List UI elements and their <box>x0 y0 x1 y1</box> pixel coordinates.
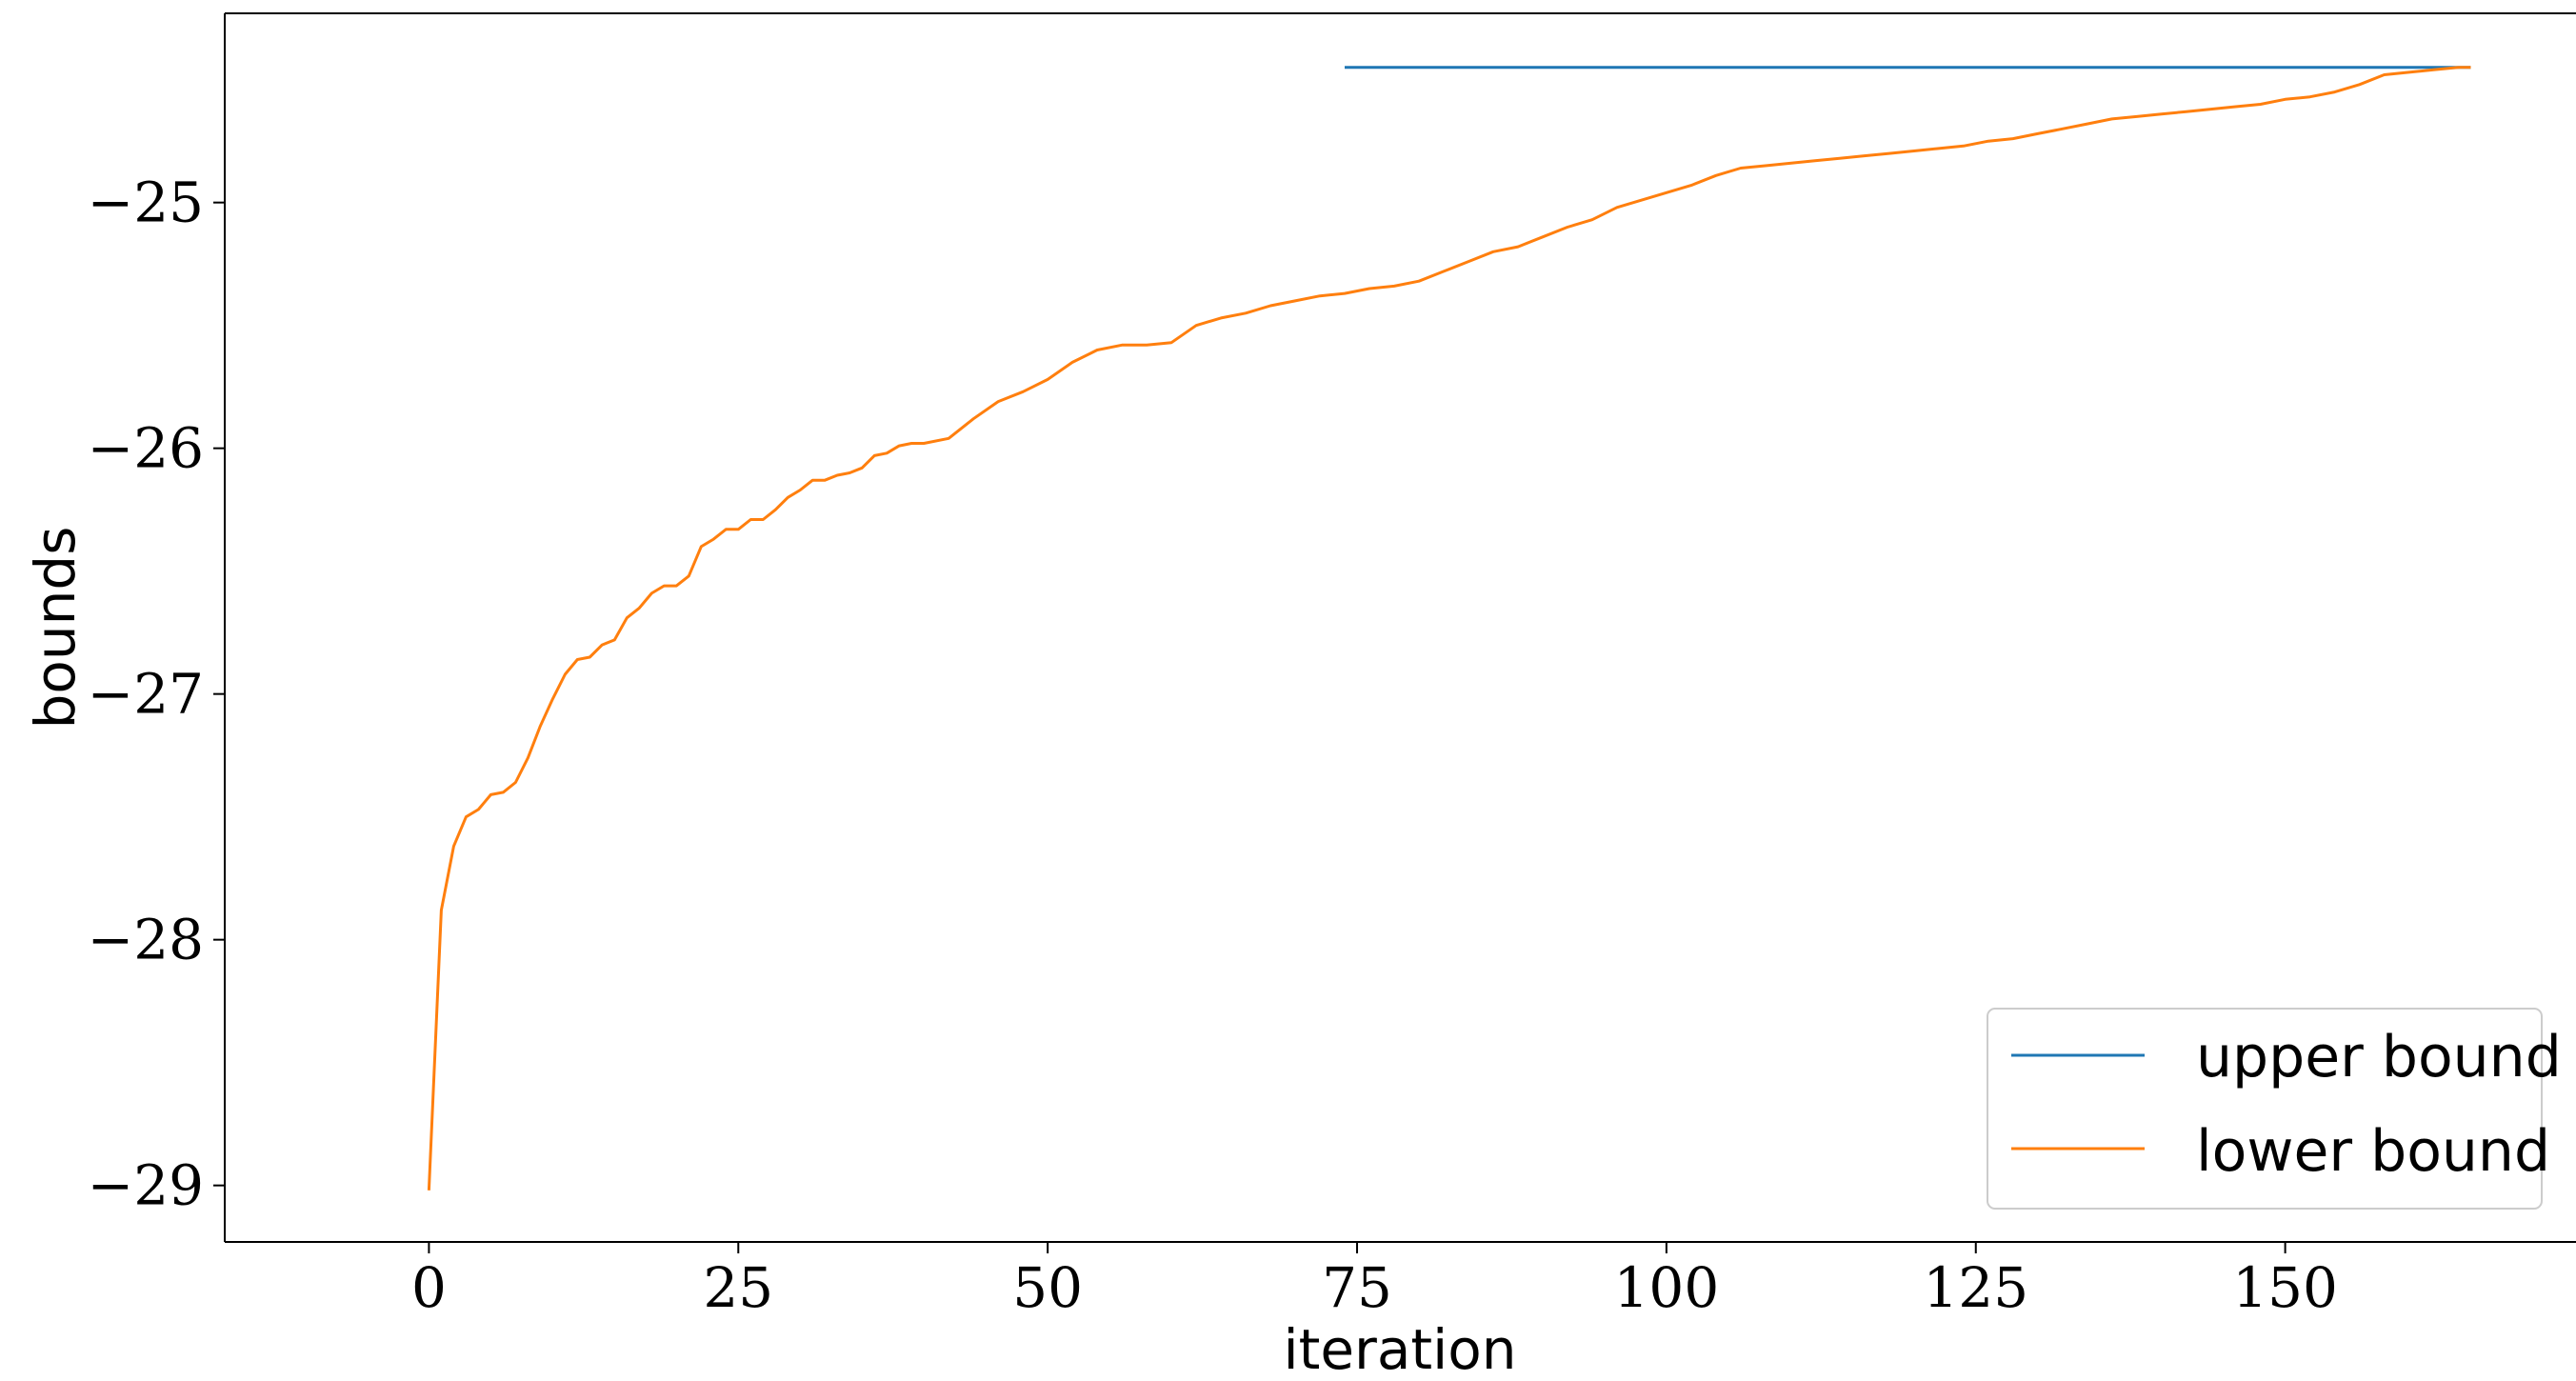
series-line-lower-bound <box>427 66 2471 1191</box>
x-tick-label: 0 <box>411 1255 447 1320</box>
axes-layer <box>224 12 2576 1243</box>
legend: upper bound lower bound <box>1987 1008 2562 1210</box>
x-axis-label: iteration <box>1283 1317 1516 1381</box>
ticks-layer: 0 25 50 75 100 125 150 −29 −28 −27 −26 −25 <box>88 170 2338 1320</box>
legend-box <box>1987 1008 2543 1210</box>
legend-label-lower-bound: lower bound <box>2196 1118 2550 1185</box>
y-tick-label: −25 <box>88 170 204 235</box>
x-tick-label: 50 <box>1012 1255 1083 1320</box>
y-tick-label: −29 <box>88 1153 204 1218</box>
x-tick-label: 125 <box>1923 1255 2028 1320</box>
x-tick-label: 75 <box>1322 1255 1392 1320</box>
series-layer <box>427 66 2471 1191</box>
y-tick-label: −28 <box>88 908 204 972</box>
y-tick-label: −26 <box>88 416 204 481</box>
y-tick-label: −27 <box>88 662 204 727</box>
x-tick-label: 150 <box>2232 1255 2338 1320</box>
x-tick-label: 100 <box>1614 1255 1720 1320</box>
x-tick-label: 25 <box>703 1255 773 1320</box>
legend-label-upper-bound: upper bound <box>2196 1024 2562 1091</box>
y-axis-label: bounds <box>23 527 88 730</box>
